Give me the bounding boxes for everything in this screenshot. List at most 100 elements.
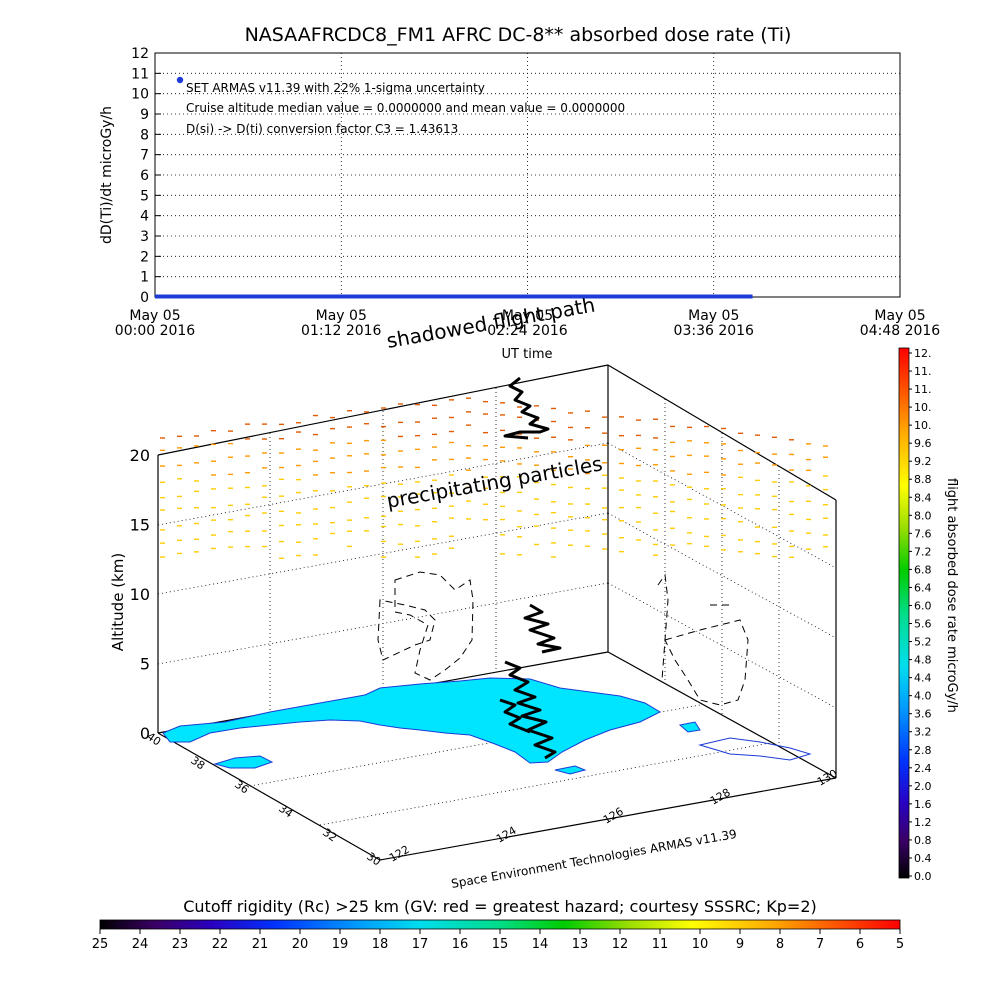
top-y-tick-label: 5	[140, 188, 149, 204]
right-colorbar-tick-label: 4.4	[914, 672, 932, 685]
right-colorbar-gradient	[898, 347, 910, 879]
bottom-colorbar-tick-label: 20	[292, 937, 309, 952]
flight-path	[499, 376, 562, 760]
land-map	[162, 677, 812, 775]
right-colorbar-tick-label: 2.4	[914, 762, 932, 775]
top-y-tick-label: 9	[140, 107, 149, 123]
top-y-tick-label: 7	[140, 148, 149, 164]
bottom-colorbar-tick-label: 13	[572, 937, 589, 952]
bottom-colorbar-tick-label: 21	[252, 937, 269, 952]
right-colorbar-tick-label: 7.2	[914, 545, 932, 558]
top-y-tick-label: 11	[131, 66, 149, 82]
lat-tick-label: 36	[232, 778, 251, 797]
precipitating-particles	[160, 397, 828, 560]
right-colorbar-tick-label: 10.	[914, 401, 932, 414]
right-colorbar-tick-label: 3.6	[914, 708, 932, 721]
bottom-colorbar-tick-label: 18	[372, 937, 389, 952]
top-y-tick-label: 8	[140, 127, 149, 143]
top-y-tick-label: 10	[131, 87, 149, 103]
right-colorbar-tick-label: 8.8	[914, 473, 932, 486]
bottom-colorbar-tick-label: 14	[532, 937, 549, 952]
right-colorbar-tick-label: 9.6	[914, 437, 932, 450]
bottom-colorbar-tick-label: 9	[736, 937, 744, 952]
z-tick-label: 10	[130, 585, 150, 604]
right-colorbar-tick-label: 1.2	[914, 816, 932, 829]
3d-z-axis-label: Altitude (km)	[109, 553, 127, 651]
right-colorbar-tick-label: 2.0	[914, 780, 932, 793]
3d-grid	[157, 388, 837, 826]
bottom-colorbar-tick-label: 8	[776, 937, 784, 952]
lon-tick-label: 128	[708, 786, 733, 808]
right-colorbar-tick-label: 5.6	[914, 618, 932, 631]
bottom-colorbar-tick-label: 23	[172, 937, 189, 952]
right-colorbar-tick-label: 12.	[914, 347, 932, 360]
right-colorbar-tick-label: 8.4	[914, 491, 932, 504]
bottom-colorbar-tick-label: 7	[816, 937, 824, 952]
right-colorbar-tick-label: 6.0	[914, 599, 932, 612]
top-y-axis-label: dD(Ti)/dt microGy/h	[99, 106, 115, 244]
top-x-axis-label: UT time	[502, 347, 553, 362]
top-x-tick-time: 02:24 2016	[487, 323, 568, 339]
top-y-tick-label: 6	[140, 168, 149, 184]
right-colorbar-tick-label: 4.8	[914, 654, 932, 667]
shadow-contours	[377, 571, 749, 706]
right-colorbar-tick-label: 0.8	[914, 834, 932, 847]
z-tick-label: 5	[140, 655, 150, 674]
bottom-colorbar-tick-label: 12	[612, 937, 629, 952]
top-legend-marker	[176, 76, 184, 84]
bottom-colorbar-ticks: 25 24 23 22 21 20 19 18 17 16 15 14 13 12 11 10 9 8 7 6 5	[92, 929, 904, 952]
right-colorbar-tick-label: 6.8	[914, 563, 932, 576]
right-colorbar-tick-label: 5.2	[914, 636, 932, 649]
lat-tick-label: 38	[188, 754, 207, 773]
right-colorbar-tick-label: 2.8	[914, 744, 932, 757]
top-annotation-3: D(si) -> D(ti) conversion factor C3 = 1.…	[186, 122, 458, 136]
right-colorbar: 12. 11. 11. 10. 10. 9.6 9.2 8.8 8.4 8.0 7.6 7.2 6.8 6…	[898, 347, 959, 883]
lat-tick-label: 34	[276, 802, 295, 821]
right-colorbar-tick-label: 4.0	[914, 690, 932, 703]
right-colorbar-tick-label: 6.4	[914, 581, 932, 594]
top-x-tick-date: May 05	[688, 308, 739, 324]
bottom-colorbar-tick-label: 25	[92, 937, 109, 952]
lat-tick-label: 32	[320, 826, 339, 845]
top-grid	[155, 53, 900, 297]
right-colorbar-tick-label: 1.6	[914, 798, 932, 811]
z-tick-label: 0	[140, 724, 150, 743]
z-tick-label: 20	[130, 446, 150, 465]
right-colorbar-tick-label: 8.0	[914, 509, 932, 522]
right-colorbar-tick-label: 10.	[914, 419, 932, 432]
bottom-colorbar-tick-label: 10	[692, 937, 709, 952]
right-colorbar-ticks: 12. 11. 11. 10. 10. 9.6 9.2 8.8 8.4 8.0 7.6 7.2 6.8 6…	[909, 347, 932, 883]
z-tick-label: 15	[130, 516, 150, 535]
3d-z-ticks: 0 5 10 15 20	[130, 446, 150, 743]
right-colorbar-tick-label: 11.	[914, 383, 932, 396]
3d-footer-label: Space Environment Technologies ARMAS v11…	[450, 827, 738, 891]
top-x-tick-date: May 05	[316, 308, 367, 324]
3d-box-edges	[157, 364, 837, 861]
top-chart-title: NASAAFRCDC8_FM1 AFRC DC-8** absorbed dos…	[245, 24, 792, 46]
bottom-colorbar-tick-label: 17	[412, 937, 429, 952]
right-colorbar-tick-label: 0.4	[914, 852, 932, 865]
top-y-tick-label: 3	[140, 229, 149, 245]
bottom-colorbar-tick-label: 15	[492, 937, 509, 952]
top-x-tick-date: May 05	[874, 308, 925, 324]
lon-tick-label: 126	[601, 805, 626, 827]
top-x-tick-time: 00:00 2016	[115, 323, 196, 339]
bottom-colorbar-label: Cutoff rigidity (Rc) >25 km (GV: red = g…	[183, 897, 817, 916]
bottom-colorbar-gradient	[99, 919, 901, 930]
top-y-tick-label: 12	[131, 46, 149, 62]
bottom-colorbar-tick-label: 24	[132, 937, 149, 952]
bottom-colorbar: Cutoff rigidity (Rc) >25 km (GV: red = g…	[92, 897, 904, 952]
bottom-colorbar-tick-label: 22	[212, 937, 229, 952]
bottom-colorbar-tick-label: 16	[452, 937, 469, 952]
3d-plot: shadowed flight path precipitating parti…	[109, 293, 840, 891]
top-x-tick-time: 01:12 2016	[301, 323, 382, 339]
top-annotation-1: SET ARMAS v11.39 with 22% 1-sigma uncert…	[186, 81, 485, 95]
top-x-tick-time: 03:36 2016	[674, 323, 755, 339]
top-x-tick-date: May 05	[502, 308, 553, 324]
right-colorbar-tick-label: 7.6	[914, 527, 932, 540]
